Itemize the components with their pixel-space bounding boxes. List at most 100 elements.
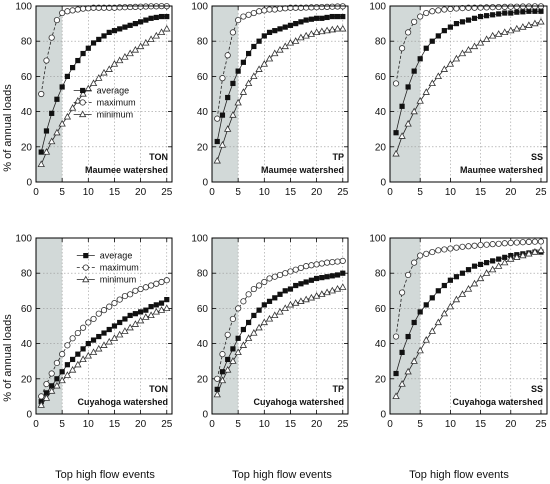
data-point-average [49, 383, 55, 389]
panel-watershed-label: Maumee watershed [460, 165, 543, 175]
data-point-average [324, 274, 330, 280]
legend-label-average: average [100, 251, 133, 261]
legend-marker-minimum [78, 110, 87, 118]
x-tick-label: 25 [337, 187, 349, 198]
data-point-average [477, 13, 484, 20]
data-point-average [148, 15, 154, 21]
data-point-minimum [307, 30, 316, 37]
data-point-minimum [37, 160, 45, 167]
data-point-minimum [42, 148, 51, 155]
data-point-maximum [276, 5, 284, 12]
data-point-minimum [63, 112, 72, 120]
data-point-average [256, 307, 262, 313]
data-point-average [293, 21, 299, 27]
data-point-minimum [265, 54, 274, 62]
data-point-minimum [255, 323, 263, 331]
data-point-minimum [537, 246, 545, 253]
data-point-average [429, 295, 435, 301]
x-tick-label: 0 [33, 419, 39, 430]
x-tick-label: 0 [387, 419, 393, 430]
y-tick-label: 20 [375, 142, 387, 153]
data-point-minimum [392, 392, 400, 399]
x-tick-label: 10 [445, 187, 457, 198]
y-tick-label: 40 [197, 339, 209, 350]
data-point-average [85, 341, 91, 347]
data-point-maximum [392, 80, 400, 87]
data-point-average [459, 19, 466, 25]
data-point-maximum [282, 270, 289, 277]
data-point-minimum [147, 35, 155, 43]
data-point-maximum [495, 3, 502, 11]
data-point-minimum [265, 314, 274, 322]
y-tick-label: 100 [15, 2, 32, 13]
data-point-maximum [43, 57, 50, 64]
data-point-minimum [74, 97, 82, 104]
data-point-minimum [428, 79, 436, 87]
x-tick-label: 10 [259, 187, 271, 198]
data-point-minimum [323, 288, 331, 296]
data-point-minimum [95, 344, 103, 352]
data-point-minimum [68, 104, 77, 111]
data-point-average [80, 50, 86, 57]
data-point-average [293, 282, 299, 289]
data-point-minimum [476, 38, 485, 46]
data-point-maximum [435, 7, 442, 14]
data-point-average [303, 279, 309, 285]
data-point-average [75, 57, 81, 64]
data-point-average [54, 376, 60, 382]
data-point-maximum [323, 3, 331, 10]
data-point-maximum [501, 3, 508, 10]
x-tick-label: 25 [535, 419, 547, 430]
data-point-maximum [329, 259, 336, 266]
data-point-minimum [434, 72, 442, 79]
y-tick-label: 60 [375, 72, 387, 83]
data-point-maximum [441, 246, 448, 253]
legend-marker-minimum [82, 275, 90, 283]
data-point-average [319, 15, 325, 21]
data-point-minimum [307, 293, 316, 301]
x-tick-label: 10 [445, 419, 457, 430]
data-point-average [298, 281, 304, 287]
data-point-average [334, 13, 341, 20]
legend-label-minimum: minimum [100, 275, 137, 285]
data-point-maximum [519, 3, 526, 10]
chart-panel-4: 0 5 10 15 20 25 0 20 40 60 80 100 TON Cuyahoga waters… [15, 234, 172, 431]
data-point-maximum [405, 271, 412, 279]
data-point-average [132, 21, 138, 27]
data-point-maximum [121, 292, 129, 300]
data-point-average [261, 302, 267, 308]
data-point-average [235, 68, 241, 74]
x-tick-label: 25 [161, 187, 173, 198]
data-point-minimum [229, 111, 237, 118]
x-axis-label: Top high flow events [409, 469, 509, 481]
x-tick-label: 10 [259, 419, 271, 430]
data-point-minimum [333, 285, 342, 292]
data-point-minimum [286, 38, 295, 46]
data-point-minimum [224, 125, 232, 132]
data-point-minimum [152, 307, 160, 315]
data-point-average [111, 28, 118, 34]
data-point-average [465, 267, 472, 273]
data-point-maximum [111, 300, 118, 307]
data-point-average [520, 9, 526, 15]
data-point-maximum [261, 278, 268, 286]
x-tick-label: 10 [83, 419, 95, 430]
data-point-maximum [429, 8, 436, 15]
data-point-minimum [271, 311, 279, 319]
data-point-average [117, 319, 123, 326]
data-point-minimum [312, 292, 321, 299]
data-point-maximum [158, 278, 165, 286]
data-point-maximum [245, 11, 252, 18]
data-point-minimum [339, 283, 347, 290]
data-point-minimum [398, 132, 406, 139]
data-point-average [261, 33, 267, 39]
panel-watershed-label: Cuyahoga watershed [452, 397, 543, 407]
data-point-average [75, 351, 81, 357]
data-point-maximum [240, 13, 247, 20]
y-tick-label: 100 [15, 234, 32, 245]
data-point-minimum [131, 45, 140, 53]
data-point-average [148, 304, 154, 310]
data-point-minimum [525, 21, 533, 28]
data-point-minimum [239, 88, 248, 95]
data-point-average [164, 13, 170, 20]
